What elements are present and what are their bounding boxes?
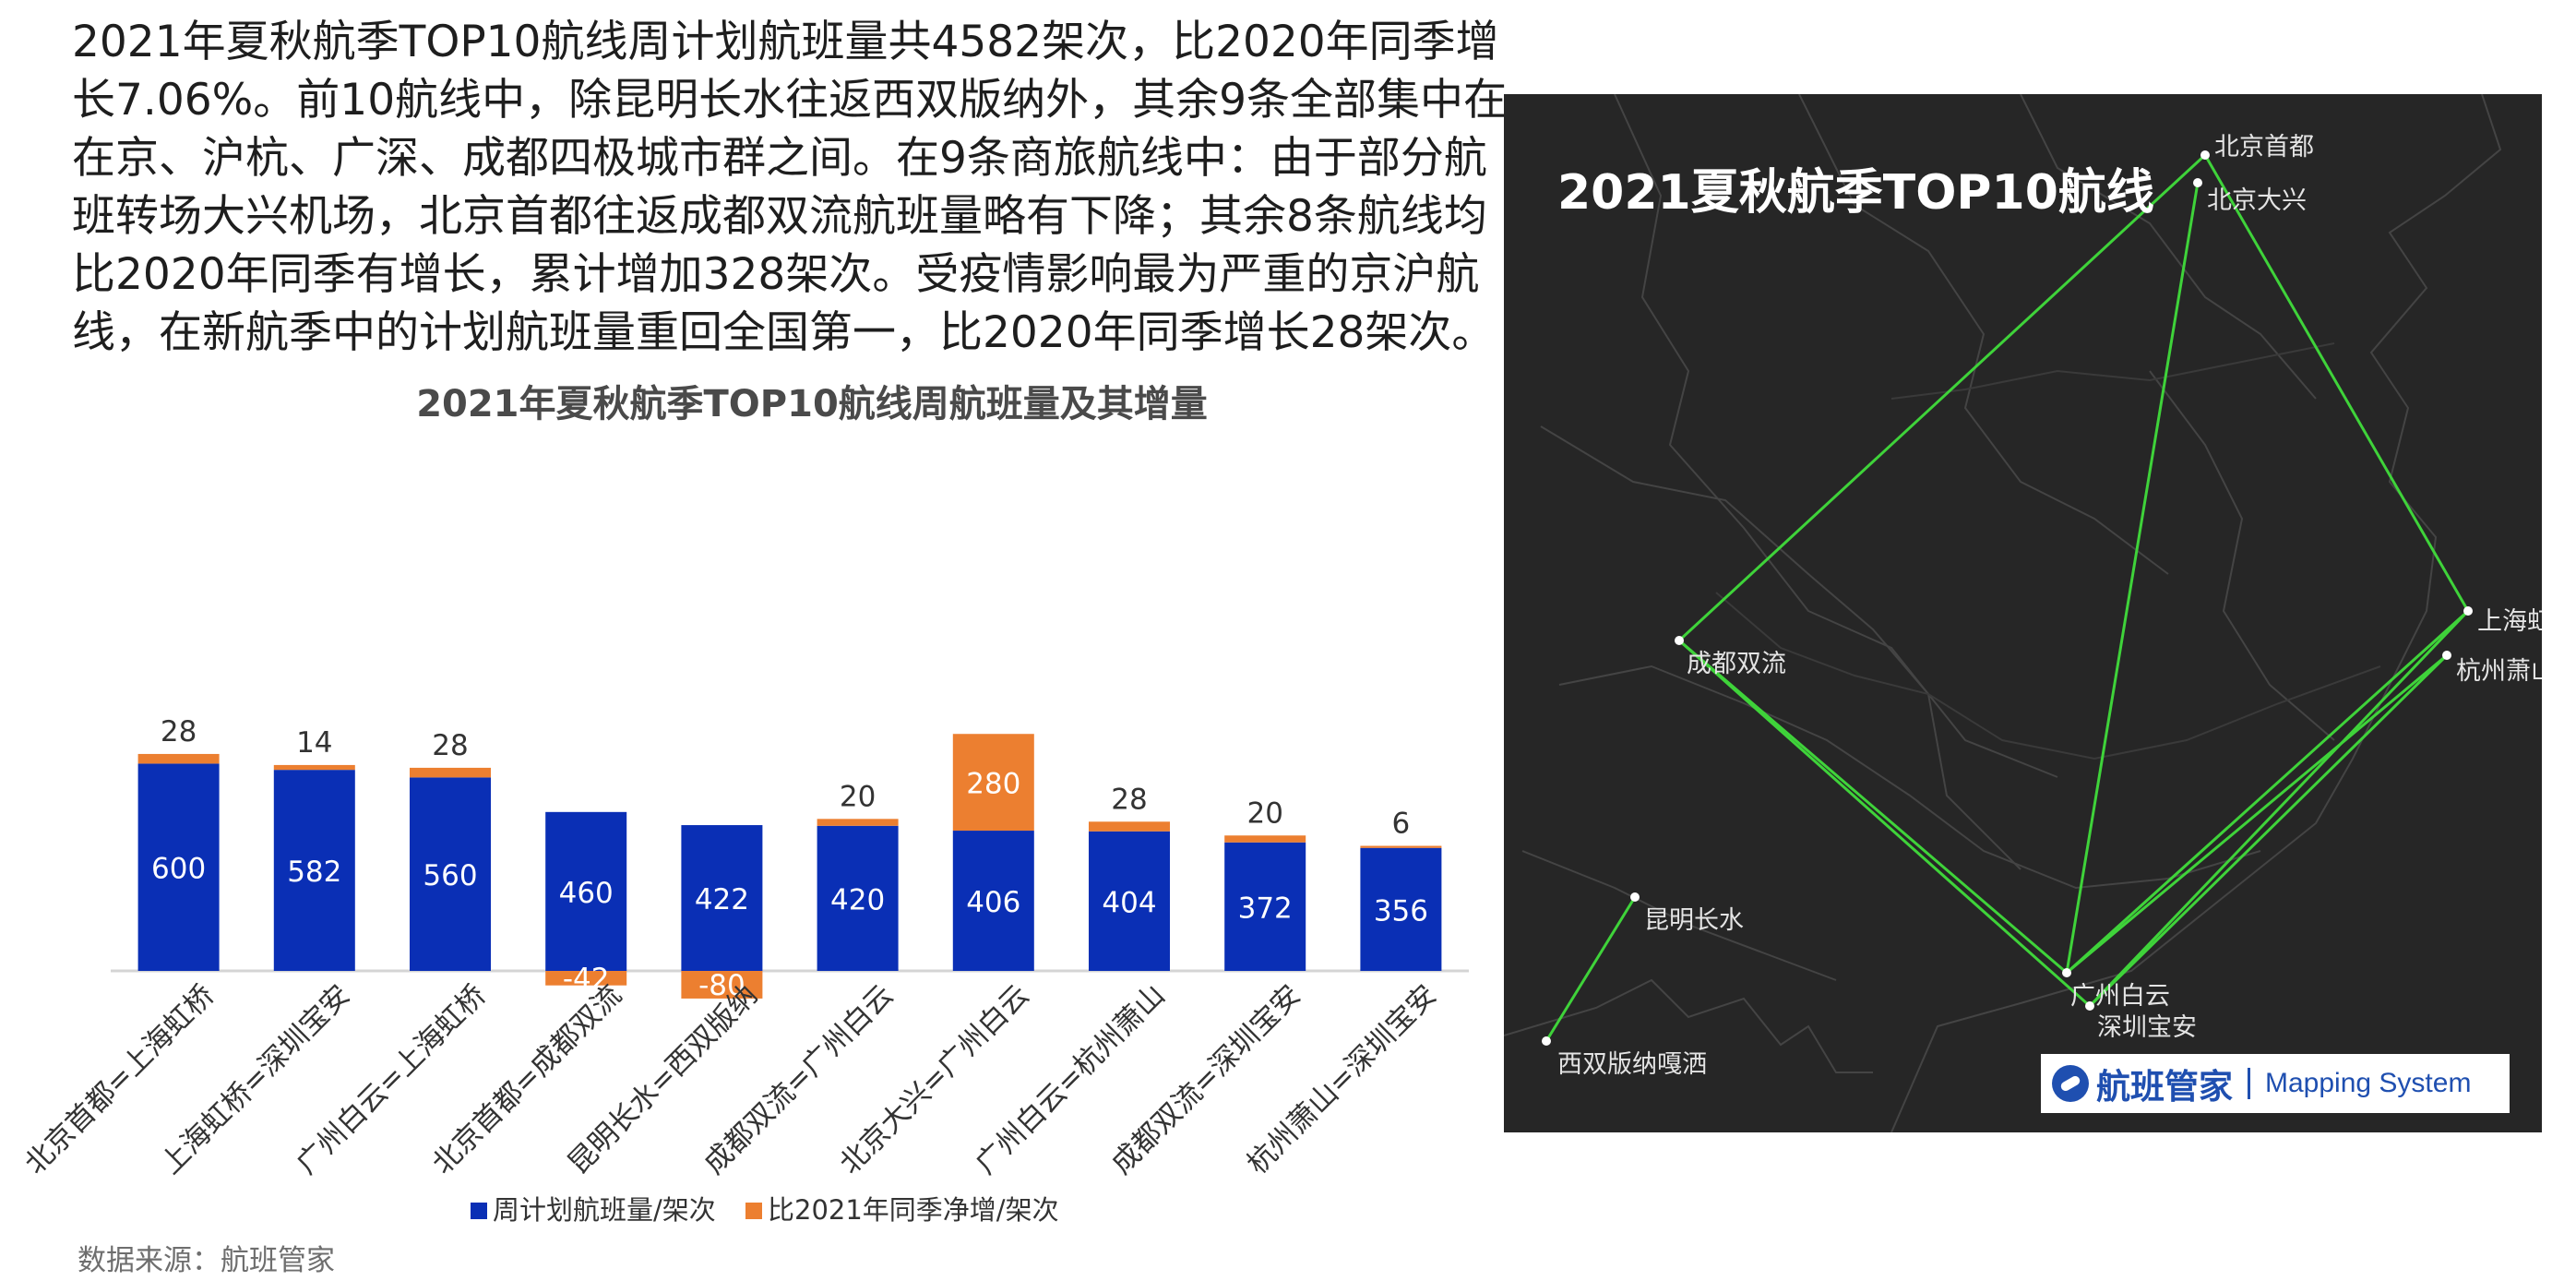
logo-divider	[2248, 1068, 2250, 1099]
bar-net-increase	[952, 734, 1034, 832]
intro-line: 线，在新航季中的计划航班量重回全国第一，比2020年同季增长28架次。	[72, 307, 1496, 358]
legend-label-weekly: 周计划航班量/架次	[493, 1194, 716, 1226]
city-label: 北京首都	[2214, 133, 2314, 162]
bar-net-increase	[1089, 821, 1170, 832]
country-border	[1504, 978, 1873, 1073]
bar-net-increase	[273, 764, 355, 771]
city-label: 上海虹桥	[2477, 607, 2542, 636]
route-map: 北京首都北京大兴上海虹桥杭州萧山成都双流昆明长水西双版纳嘎洒广州白云深圳宝安 2…	[1504, 94, 2542, 1132]
increase-value-label: 14	[296, 726, 332, 760]
increase-value-label: -80	[698, 969, 745, 1002]
intro-line: 在京、沪杭、广深、成都四极城市群之间。在9条商旅航线中：由于部分航	[72, 133, 1487, 184]
bar-weekly-flights	[817, 825, 899, 971]
bar-value-label: 600	[151, 853, 206, 886]
bar-weekly-flights	[273, 770, 355, 971]
bar-value-label: 420	[830, 883, 885, 916]
province-border	[1558, 664, 2261, 890]
route-line	[2088, 609, 2470, 1008]
route-line	[1678, 639, 2068, 975]
city-label: 杭州萧山	[2456, 657, 2542, 686]
route-line	[2066, 653, 2448, 975]
logo-tagline: Mapping System	[2265, 1068, 2472, 1098]
increase-value-label: -42	[563, 963, 610, 996]
bar-weekly-flights	[545, 811, 627, 971]
route-line	[2203, 154, 2470, 612]
bar-value-label: 560	[423, 859, 477, 892]
intro-line: 班转场大兴机场，北京首都往返成都双流航班量略有下降；其余8条航线均	[72, 191, 1487, 242]
bar-net-increase	[817, 819, 899, 826]
intro-paragraph: 2021年夏秋航季TOP10航线周计划航班量共4582架次，比2020年同季增长…	[72, 13, 1508, 362]
city-label: 深圳宝安	[2097, 1013, 2197, 1042]
bar-net-increase	[410, 767, 491, 778]
bar-value-label: 406	[966, 886, 1020, 919]
bar-net-decrease	[681, 971, 763, 999]
bar-value-label: 372	[1238, 892, 1293, 925]
river	[1890, 342, 2335, 400]
province-border	[2149, 370, 2335, 741]
city-dot	[2463, 606, 2473, 616]
map-title: 2021夏秋航季TOP10航线	[1557, 165, 2154, 221]
increase-value-label: 28	[1111, 783, 1147, 816]
bar-weekly-flights	[1224, 842, 1306, 971]
city-dot	[1675, 636, 1684, 645]
bar-net-increase	[1224, 835, 1306, 843]
bar-weekly-flights	[1089, 831, 1170, 971]
bar-value-label: 422	[695, 883, 749, 916]
bar-value-label: 460	[559, 877, 614, 910]
increase-value-label: 28	[432, 729, 468, 762]
increase-value-label: 20	[840, 780, 876, 813]
route-line	[2065, 609, 2470, 975]
bar-weekly-flights	[681, 825, 763, 971]
route-bar-chart: 2021年夏秋航季TOP10航线周航班量及其增量 60028北京首都=上海虹桥5…	[18, 383, 1469, 1226]
bar-net-decrease	[545, 971, 627, 986]
city-dot	[2200, 150, 2210, 160]
bar-weekly-flights	[410, 777, 491, 971]
bar-net-increase	[137, 753, 220, 764]
route-line	[1678, 639, 2091, 1008]
city-label: 成都双流	[1687, 650, 1786, 678]
legend-swatch-increase	[745, 1203, 762, 1219]
river	[1715, 592, 2381, 760]
bar-weekly-flights	[1360, 847, 1442, 971]
increase-value-label: 6	[1392, 808, 1411, 841]
increase-value-label: 28	[161, 715, 197, 748]
bar-value-label: 404	[1102, 886, 1156, 919]
mapping-system-logo: 航班管家 Mapping System	[2041, 1054, 2510, 1113]
route-line	[1677, 153, 2207, 642]
route-line	[1544, 896, 1637, 1042]
increase-value-label: 20	[1246, 796, 1282, 830]
city-label: 西双版纳嘎洒	[1557, 1050, 1707, 1079]
province-border	[1521, 850, 1837, 981]
intro-line: 2021年夏秋航季TOP10航线周计划航班量共4582架次，比2020年同季增	[72, 17, 1499, 67]
coastline	[1890, 94, 2502, 1132]
increase-value-label: 280	[966, 768, 1020, 801]
city-dot	[1542, 1036, 1551, 1046]
city-dot	[2062, 968, 2071, 977]
chart-title: 2021年夏秋航季TOP10航线周航班量及其增量	[416, 383, 1208, 425]
city-dot	[2442, 651, 2451, 660]
bar-weekly-flights	[952, 831, 1034, 971]
province-border	[1798, 94, 2169, 575]
intro-line: 比2020年同季有增长，累计增加328架次。受疫情影响最为严重的京沪航	[72, 249, 1480, 300]
logo-name: 航班管家	[2096, 1067, 2233, 1107]
bar-value-label: 356	[1374, 894, 1428, 928]
province-border	[1540, 425, 2021, 870]
city-dot	[2193, 178, 2202, 187]
legend-swatch-weekly	[471, 1203, 487, 1219]
route-line	[2088, 653, 2449, 1008]
route-line	[2065, 182, 2200, 974]
province-border	[2020, 94, 2317, 400]
bar-value-label: 582	[287, 856, 341, 889]
city-dot	[2085, 1001, 2094, 1011]
route-map-panel: 北京首都北京大兴上海虹桥杭州萧山成都双流昆明长水西双版纳嘎洒广州白云深圳宝安 2…	[1504, 94, 2542, 1132]
plane-logo-icon	[2052, 1065, 2089, 1102]
city-dot	[1630, 892, 1640, 902]
intro-line: 长7.06%。前10航线中，除昆明长水往返西双版纳外，其余9条全部集中在	[72, 75, 1508, 126]
bar-net-increase	[1360, 845, 1442, 848]
data-source-note: 数据来源：航班管家	[78, 1244, 335, 1277]
bar-weekly-flights	[137, 763, 220, 971]
city-label: 昆明长水	[1644, 906, 1744, 935]
city-label: 北京大兴	[2207, 186, 2307, 215]
legend-label-increase: 比2021年同季净增/架次	[768, 1194, 1059, 1226]
